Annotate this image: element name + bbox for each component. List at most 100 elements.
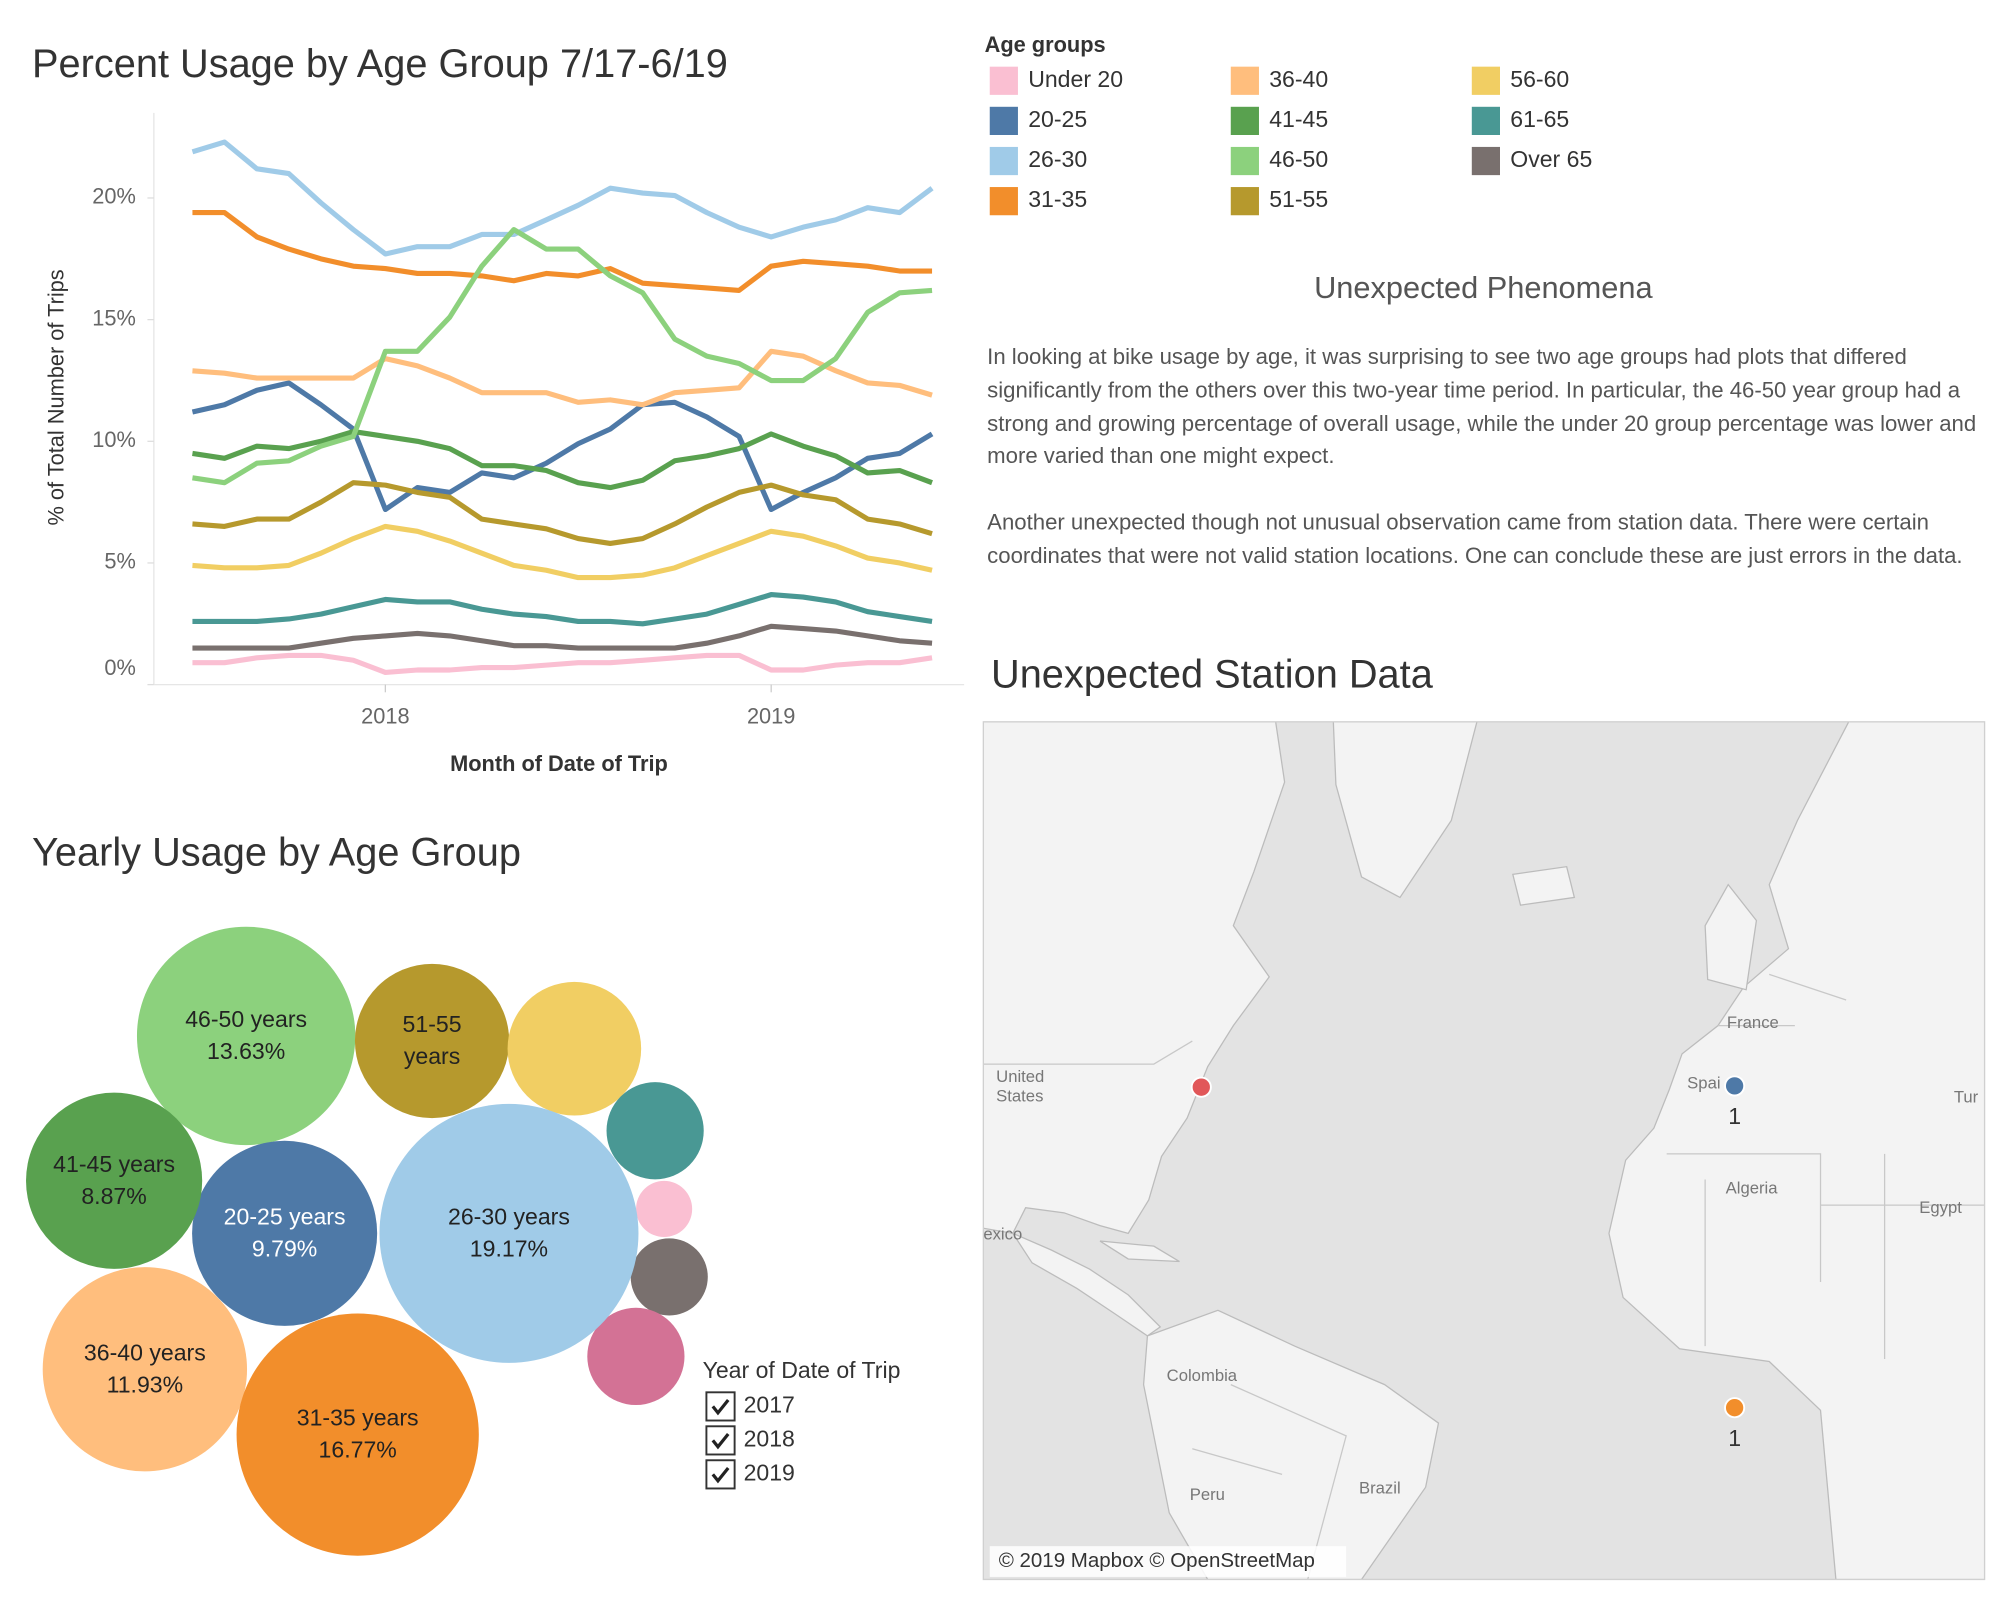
bubble-label: 26-30 years 19.17% — [448, 1203, 570, 1262]
legend-swatch — [989, 187, 1018, 216]
series-line — [191, 139, 934, 257]
y-tick-label: 5% — [104, 549, 135, 574]
place-label: exico — [983, 1224, 1023, 1244]
greenland — [1332, 721, 1478, 899]
station-point — [1724, 1075, 1746, 1097]
bubble-category: 20-25 years — [223, 1203, 346, 1230]
legend-swatch — [989, 106, 1018, 135]
filter-option[interactable]: 2017 — [744, 1392, 795, 1418]
chart-title: Percent Usage by Age Group 7/17-6/19 — [32, 42, 728, 86]
filter-checkbox[interactable] — [705, 1459, 736, 1490]
bubble — [379, 1103, 639, 1363]
bubble — [606, 1082, 704, 1180]
bubble — [136, 926, 356, 1146]
legend-label: Under 20 — [1028, 66, 1123, 92]
filter-title: Year of Date of Trip — [703, 1357, 901, 1383]
bubble-value: 16.77% — [318, 1437, 397, 1463]
phenomena-text: In looking at bike usage by age, it was … — [987, 341, 1987, 573]
place-label: United States — [996, 1066, 1045, 1106]
bubble-label-box: 51-55 years — [381, 983, 484, 1098]
check-mark — [711, 1398, 730, 1416]
bubble-category: 31-35 years — [296, 1405, 419, 1431]
legend-swatch — [1230, 146, 1259, 176]
place-box: Brazil — [1359, 1478, 1401, 1497]
check-mark — [711, 1432, 730, 1450]
legend-swatch — [989, 66, 1018, 95]
legend-swatch — [1230, 187, 1259, 216]
place-label: Peru — [1189, 1484, 1225, 1504]
bubble-label-box: 46-50 years 13.63% — [137, 978, 355, 1093]
bubble-label: 41-45 years 8.87% — [26, 1123, 202, 1238]
bubble-label: 51-55 years — [381, 983, 484, 1098]
legend-label: 61-65 — [1510, 106, 1569, 132]
legend-label: 41-45 — [1269, 106, 1328, 132]
bubble-value: 19.17% — [469, 1235, 549, 1262]
bubble — [354, 963, 510, 1119]
phenomena-title: Unexpected Phenomena — [1314, 270, 1653, 305]
series-line — [192, 623, 933, 651]
bubble-category: 46-50 years — [185, 1006, 308, 1033]
bubble-label-box: 36-40 years 11.93% — [43, 1312, 247, 1427]
series-line — [192, 523, 933, 581]
bubble — [26, 1092, 203, 1269]
place-box: Algeria — [1725, 1178, 1778, 1198]
bubble — [507, 981, 642, 1116]
series-line — [192, 227, 933, 486]
map-title: Unexpected Station Data — [991, 652, 1434, 696]
bubble-value: 8.87% — [81, 1183, 147, 1209]
attribution: © 2019 Mapbox © OpenStreetMap — [999, 1549, 1315, 1572]
legend-swatch — [1230, 106, 1259, 135]
legend-swatch — [1471, 106, 1500, 135]
y-tick-label: 20% — [92, 184, 136, 209]
place-box: France — [1726, 1012, 1779, 1033]
bubble — [42, 1267, 248, 1472]
y-tick-label: 15% — [92, 305, 136, 330]
bubble-label: 36-40 years 11.93% — [43, 1312, 247, 1427]
place-label: France — [1726, 1012, 1779, 1033]
x-axis-title: Month of Date of Trip — [450, 751, 668, 776]
place-box: Spai — [1687, 1073, 1720, 1092]
chart-title: Yearly Usage by Age Group — [32, 831, 521, 875]
bubble-label-box: 20-25 years 9.79% — [192, 1176, 377, 1291]
legend-label: 31-35 — [1028, 186, 1087, 212]
paragraph: Another unexpected though not unusual ob… — [987, 508, 1963, 568]
place-label: Colombia — [1166, 1365, 1238, 1385]
place-box: Egypt — [1919, 1197, 1962, 1216]
station-point — [1190, 1076, 1212, 1098]
place-box: Tur — [1953, 1087, 1979, 1107]
borders — [983, 973, 1985, 1580]
attribution-bg — [989, 1546, 1347, 1577]
bubble-category: 41-45 years — [53, 1151, 176, 1177]
bubble — [587, 1307, 685, 1406]
filter-checkbox[interactable] — [705, 1425, 736, 1456]
filter-checkbox[interactable] — [705, 1391, 736, 1422]
series-line — [192, 210, 933, 293]
y-tick-label: 10% — [92, 427, 136, 452]
station-point — [1724, 1397, 1746, 1419]
filter-option[interactable]: 2019 — [744, 1459, 795, 1485]
central-america — [1011, 1231, 1162, 1337]
legend-swatch — [1471, 66, 1500, 95]
place-box: Colombia — [1166, 1365, 1238, 1385]
cuba — [1099, 1240, 1180, 1263]
filter-option[interactable]: 2018 — [744, 1425, 795, 1451]
point-label: 1 — [1728, 1103, 1741, 1129]
bubble-label-box: 41-45 years 8.87% — [26, 1123, 202, 1238]
britain — [1704, 883, 1758, 991]
bubble-category: 51-55 years — [402, 1011, 462, 1070]
north-america — [983, 721, 1286, 1235]
series-line — [192, 428, 933, 491]
bubble-label: 46-50 years 13.63% — [137, 978, 355, 1093]
y-tick-label: 0% — [104, 655, 135, 680]
place-label: Algeria — [1725, 1178, 1778, 1198]
map-frame — [983, 721, 1985, 1580]
bubble — [192, 1140, 378, 1326]
europe-africa — [1608, 721, 1985, 1580]
bubble-category: 26-30 years — [448, 1203, 570, 1230]
place-label: Tur — [1953, 1087, 1979, 1107]
map-layer: exico United States France Spai Tur Algeria Eg… — [983, 1012, 1979, 1577]
place-box: United States — [996, 1066, 1045, 1106]
map-border — [982, 721, 1986, 1581]
